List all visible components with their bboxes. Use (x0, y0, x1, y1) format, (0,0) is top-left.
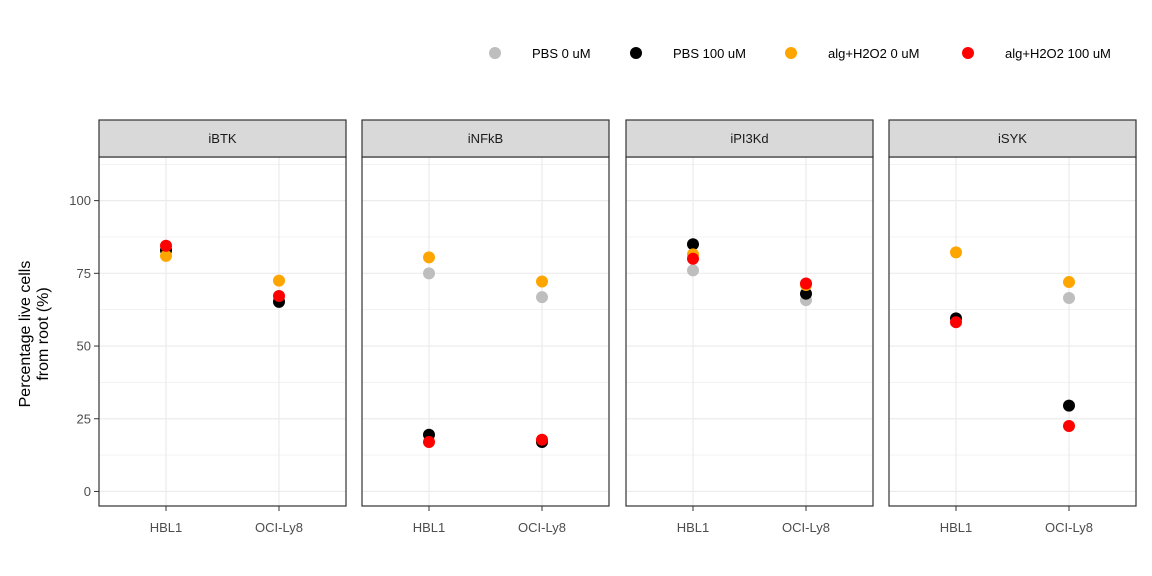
panel-background (889, 157, 1136, 506)
facet-strip (98, 119, 347, 158)
y-axis-title-line-1: Percentage live cells (17, 261, 34, 408)
legend-item-pbs-0-um: PBS 0 uM (489, 46, 591, 61)
point-alg-h2o2-100-um-oci-ly8 (800, 277, 812, 290)
y-tick-label: 75 (77, 266, 91, 281)
legend-item-alg-h2o2-0-um: alg+H2O2 0 uM (785, 46, 919, 61)
point-pbs-0-um-oci-ly8 (536, 291, 548, 304)
point-pbs-100-um-hbl1 (687, 238, 699, 251)
facet-panel-ibtk: iBTK HBL1 OCI-Ly8 (98, 119, 347, 535)
point-alg-h2o2-100-um-hbl1 (160, 239, 172, 252)
y-tick-label: 100 (69, 193, 91, 208)
point-alg-h2o2-100-um-oci-ly8 (1063, 420, 1075, 433)
point-alg-h2o2-100-um-oci-ly8 (536, 433, 548, 446)
point-pbs-0-um-hbl1 (687, 264, 699, 277)
facet-strip-label: iPI3Kd (730, 131, 768, 146)
facet-panel-infkb: iNFkB HBL1 OCI-Ly8 (361, 119, 610, 535)
x-tick-label: OCI-Ly8 (518, 520, 566, 535)
legend-label: PBS 100 uM (673, 46, 746, 61)
legend-key (962, 47, 974, 59)
x-tick-label: OCI-Ly8 (1045, 520, 1093, 535)
point-pbs-0-um-oci-ly8 (1063, 292, 1075, 305)
point-alg-h2o2-0-um-oci-ly8 (1063, 276, 1075, 289)
y-tick-label: 25 (77, 411, 91, 426)
y-axis-title-line-2: from root (%) (35, 287, 52, 380)
panel-background (626, 157, 873, 506)
panel-background (99, 157, 346, 506)
legend-label: alg+H2O2 0 uM (828, 46, 919, 61)
point-alg-h2o2-100-um-oci-ly8 (273, 290, 285, 303)
point-alg-h2o2-0-um-hbl1 (950, 246, 962, 259)
point-alg-h2o2-0-um-oci-ly8 (536, 275, 548, 288)
x-tick-label: OCI-Ly8 (782, 520, 830, 535)
point-pbs-100-um-oci-ly8 (800, 287, 812, 300)
x-tick-label: HBL1 (940, 520, 973, 535)
facet-panel-isyk: iSYK HBL1 OCI-Ly8 (888, 119, 1137, 535)
legend-key (630, 47, 642, 59)
x-tick-label: HBL1 (150, 520, 183, 535)
legend-label: alg+H2O2 100 uM (1005, 46, 1111, 61)
x-tick-label: HBL1 (677, 520, 710, 535)
point-pbs-100-um-oci-ly8 (1063, 399, 1075, 412)
facet-strip (625, 119, 874, 158)
point-alg-h2o2-100-um-hbl1 (950, 316, 962, 329)
legend-item-alg-h2o2-100-um: alg+H2O2 100 uM (962, 46, 1111, 61)
facet-strip (888, 119, 1137, 158)
facet-panels: 0 25 50 75 100 iBTK HBL1 OCI-Ly8 iNFkB HBL1 OCI-Ly… (69, 119, 1137, 535)
legend: PBS 0 uM PBS 100 uM alg+H2O2 0 uM alg+H2O2 … (489, 46, 1111, 61)
facet-strip-label: iBTK (208, 131, 237, 146)
y-tick-label: 50 (77, 339, 91, 354)
y-tick-label: 0 (84, 484, 91, 499)
point-alg-h2o2-0-um-hbl1 (160, 249, 172, 262)
facet-strip-label: iNFkB (468, 131, 503, 146)
legend-item-pbs-100-um: PBS 100 uM (630, 46, 746, 61)
point-alg-h2o2-0-um-hbl1 (423, 251, 435, 264)
x-tick-label: OCI-Ly8 (255, 520, 303, 535)
point-alg-h2o2-100-um-hbl1 (687, 252, 699, 265)
legend-key (489, 47, 501, 59)
legend-label: PBS 0 uM (532, 46, 591, 61)
point-pbs-0-um-hbl1 (423, 267, 435, 280)
facet-panel-ipi3kd: iPI3Kd HBL1 OCI-Ly8 (625, 119, 874, 535)
facet-strip-label: iSYK (998, 131, 1027, 146)
legend-key (785, 47, 797, 59)
point-alg-h2o2-0-um-oci-ly8 (273, 274, 285, 287)
facet-strip (361, 119, 610, 158)
x-tick-label: HBL1 (413, 520, 446, 535)
panel-background (362, 157, 609, 506)
point-alg-h2o2-100-um-hbl1 (423, 436, 435, 449)
